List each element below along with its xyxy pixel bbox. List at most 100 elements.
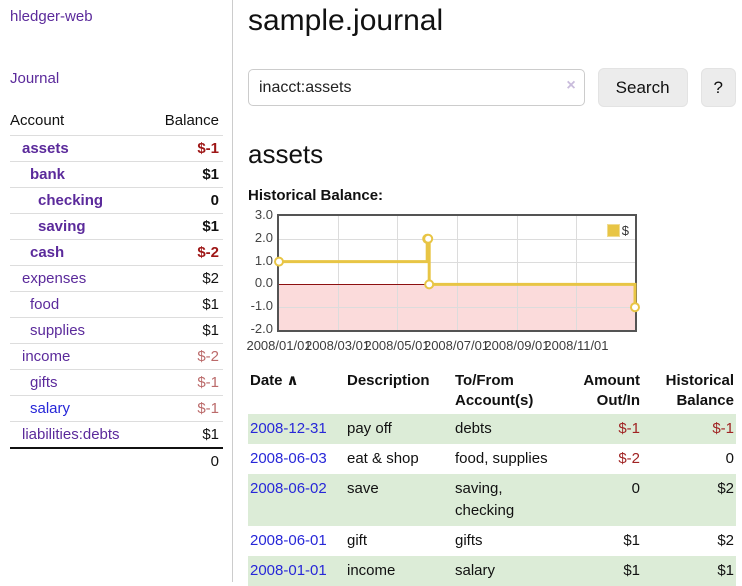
data-point-marker: [423, 233, 434, 244]
accounts-total-value: 0: [149, 447, 223, 474]
clear-search-icon[interactable]: ×: [566, 77, 576, 94]
search-button[interactable]: Search: [597, 68, 688, 107]
sidebar-account-link[interactable]: income: [22, 348, 71, 365]
chart-plot-area: $: [274, 214, 640, 332]
transaction-balance: 0: [725, 450, 734, 467]
register-tbody: 2008-12-31 pay off debts $-1 $-1 2008-06-03 ea…: [248, 414, 736, 586]
accounts-table: Account Balance assets $-1 bank $1 checking 0…: [10, 108, 223, 474]
sidebar-account-link[interactable]: food: [30, 296, 60, 313]
register-header-date[interactable]: Date ∧: [250, 372, 299, 389]
search-input-wrap: ×: [248, 69, 585, 106]
transaction-balance: $2: [717, 532, 734, 549]
transaction-date-link[interactable]: 2008-01-01: [250, 562, 327, 579]
account-balance: $-2: [149, 343, 223, 370]
sidebar-account-link[interactable]: gifts: [30, 374, 58, 391]
transaction-amount: $-1: [618, 420, 640, 437]
sidebar-account-link[interactable]: assets: [22, 140, 69, 157]
sidebar: hledger-web Journal Account Balance asse…: [0, 0, 233, 582]
register-header-amount: Amount Out/In: [583, 372, 640, 409]
register-table: Date ∧ Description To/From Account(s) Amount O…: [248, 368, 736, 586]
x-axis-tick: 2008/01/01: [246, 338, 312, 353]
sidebar-account-link[interactable]: salary: [30, 400, 71, 417]
sidebar-account-link[interactable]: supplies: [30, 322, 86, 339]
v-gridline: [576, 216, 577, 330]
sidebar-account-link[interactable]: checking: [38, 192, 104, 209]
transaction-description: pay off: [347, 420, 392, 437]
transaction-amount: $1: [623, 532, 640, 549]
chart-title: Historical Balance:: [248, 187, 384, 204]
account-row: checking 0: [10, 187, 223, 214]
account-row: liabilities:debts $1: [10, 421, 223, 448]
register-row: 2008-01-01 income salary $1 $1: [248, 556, 736, 586]
account-balance: $1: [149, 291, 223, 318]
account-balance: $-2: [149, 239, 223, 266]
transaction-description: income: [347, 562, 396, 579]
transaction-balance: $1: [717, 562, 734, 579]
balance-line: [274, 233, 640, 313]
account-row: salary $-1: [10, 395, 223, 422]
sidebar-account-link[interactable]: bank: [30, 166, 66, 183]
transaction-balance: $2: [717, 480, 734, 497]
register-row: 2008-12-31 pay off debts $-1 $-1: [248, 414, 736, 444]
register-header-description: Description: [347, 372, 430, 389]
account-balance: $1: [149, 161, 223, 188]
sidebar-account-link[interactable]: cash: [30, 244, 65, 261]
y-axis-tick: 1.0: [254, 252, 273, 268]
transaction-amount: $-2: [618, 450, 640, 467]
transaction-accounts: gifts: [455, 532, 483, 549]
v-gridline: [517, 216, 518, 330]
account-balance: $1: [149, 213, 223, 240]
search-input[interactable]: [248, 69, 585, 106]
transaction-accounts: debts: [455, 420, 492, 437]
register-header-tofrom: To/From Account(s): [455, 372, 534, 409]
sidebar-account-link[interactable]: expenses: [22, 270, 87, 287]
account-balance: $1: [149, 317, 223, 344]
account-row: bank $1: [10, 161, 223, 188]
account-row: assets $-1: [10, 135, 223, 162]
data-point-marker: [274, 256, 284, 267]
accounts-total-row: 0: [10, 447, 223, 474]
transaction-amount: 0: [631, 480, 640, 497]
register-row: 2008-06-02 save saving, checking 0 $2: [248, 474, 736, 526]
legend-swatch-icon: [606, 224, 620, 237]
account-heading: assets: [248, 139, 324, 169]
legend-label: $: [621, 223, 629, 238]
accounts-header-row: Account Balance: [10, 108, 223, 136]
y-axis-tick: 0.0: [254, 275, 273, 291]
main-content: sample.journal × Search ? assets Histori…: [246, 0, 736, 586]
x-axis-tick: 2008/03/01: [304, 338, 371, 353]
account-balance: $-1: [149, 369, 223, 396]
transaction-amount: $1: [623, 562, 640, 579]
transaction-balance: $-1: [712, 420, 734, 437]
y-axis-tick: 2.0: [254, 229, 273, 245]
y-axis-tick: 3.0: [254, 207, 273, 222]
sidebar-account-link[interactable]: saving: [38, 218, 86, 235]
sidebar-account-link[interactable]: liabilities:debts: [22, 426, 120, 443]
v-gridline: [338, 216, 339, 330]
account-balance: $1: [149, 421, 223, 448]
app-brand-link[interactable]: hledger-web: [10, 8, 93, 25]
transaction-date-link[interactable]: 2008-12-31: [250, 420, 327, 437]
historical-balance-chart: $ 3.0 2.0 1.0 0.0 -1.0 -2.0 2008/01/01 2008/03/…: [246, 208, 668, 358]
register-header-historical: Historical Balance: [665, 372, 734, 409]
transaction-date-link[interactable]: 2008-06-02: [250, 480, 327, 497]
transaction-date-link[interactable]: 2008-06-03: [250, 450, 327, 467]
transaction-accounts: salary: [455, 562, 496, 579]
y-axis-tick: -1.0: [250, 298, 273, 314]
sort-asc-icon: ∧: [286, 372, 299, 389]
data-point-marker: [630, 302, 640, 313]
chart-legend: $: [605, 222, 630, 239]
y-axis-tick: -2.0: [250, 321, 273, 336]
transaction-date-link[interactable]: 2008-06-01: [250, 532, 327, 549]
transaction-description: gift: [347, 532, 368, 549]
sidebar-item-journal[interactable]: Journal: [10, 70, 60, 87]
transaction-accounts: saving, checking: [455, 480, 515, 519]
account-balance: 0: [149, 187, 223, 214]
register-row: 2008-06-01 gift gifts $1 $2: [248, 526, 736, 556]
account-balance: $-1: [149, 395, 223, 422]
search-bar: × Search ?: [248, 68, 736, 107]
account-row: gifts $-1: [10, 369, 223, 396]
data-point-marker: [424, 279, 435, 290]
v-gridline: [397, 216, 398, 330]
help-button[interactable]: ?: [700, 68, 736, 107]
